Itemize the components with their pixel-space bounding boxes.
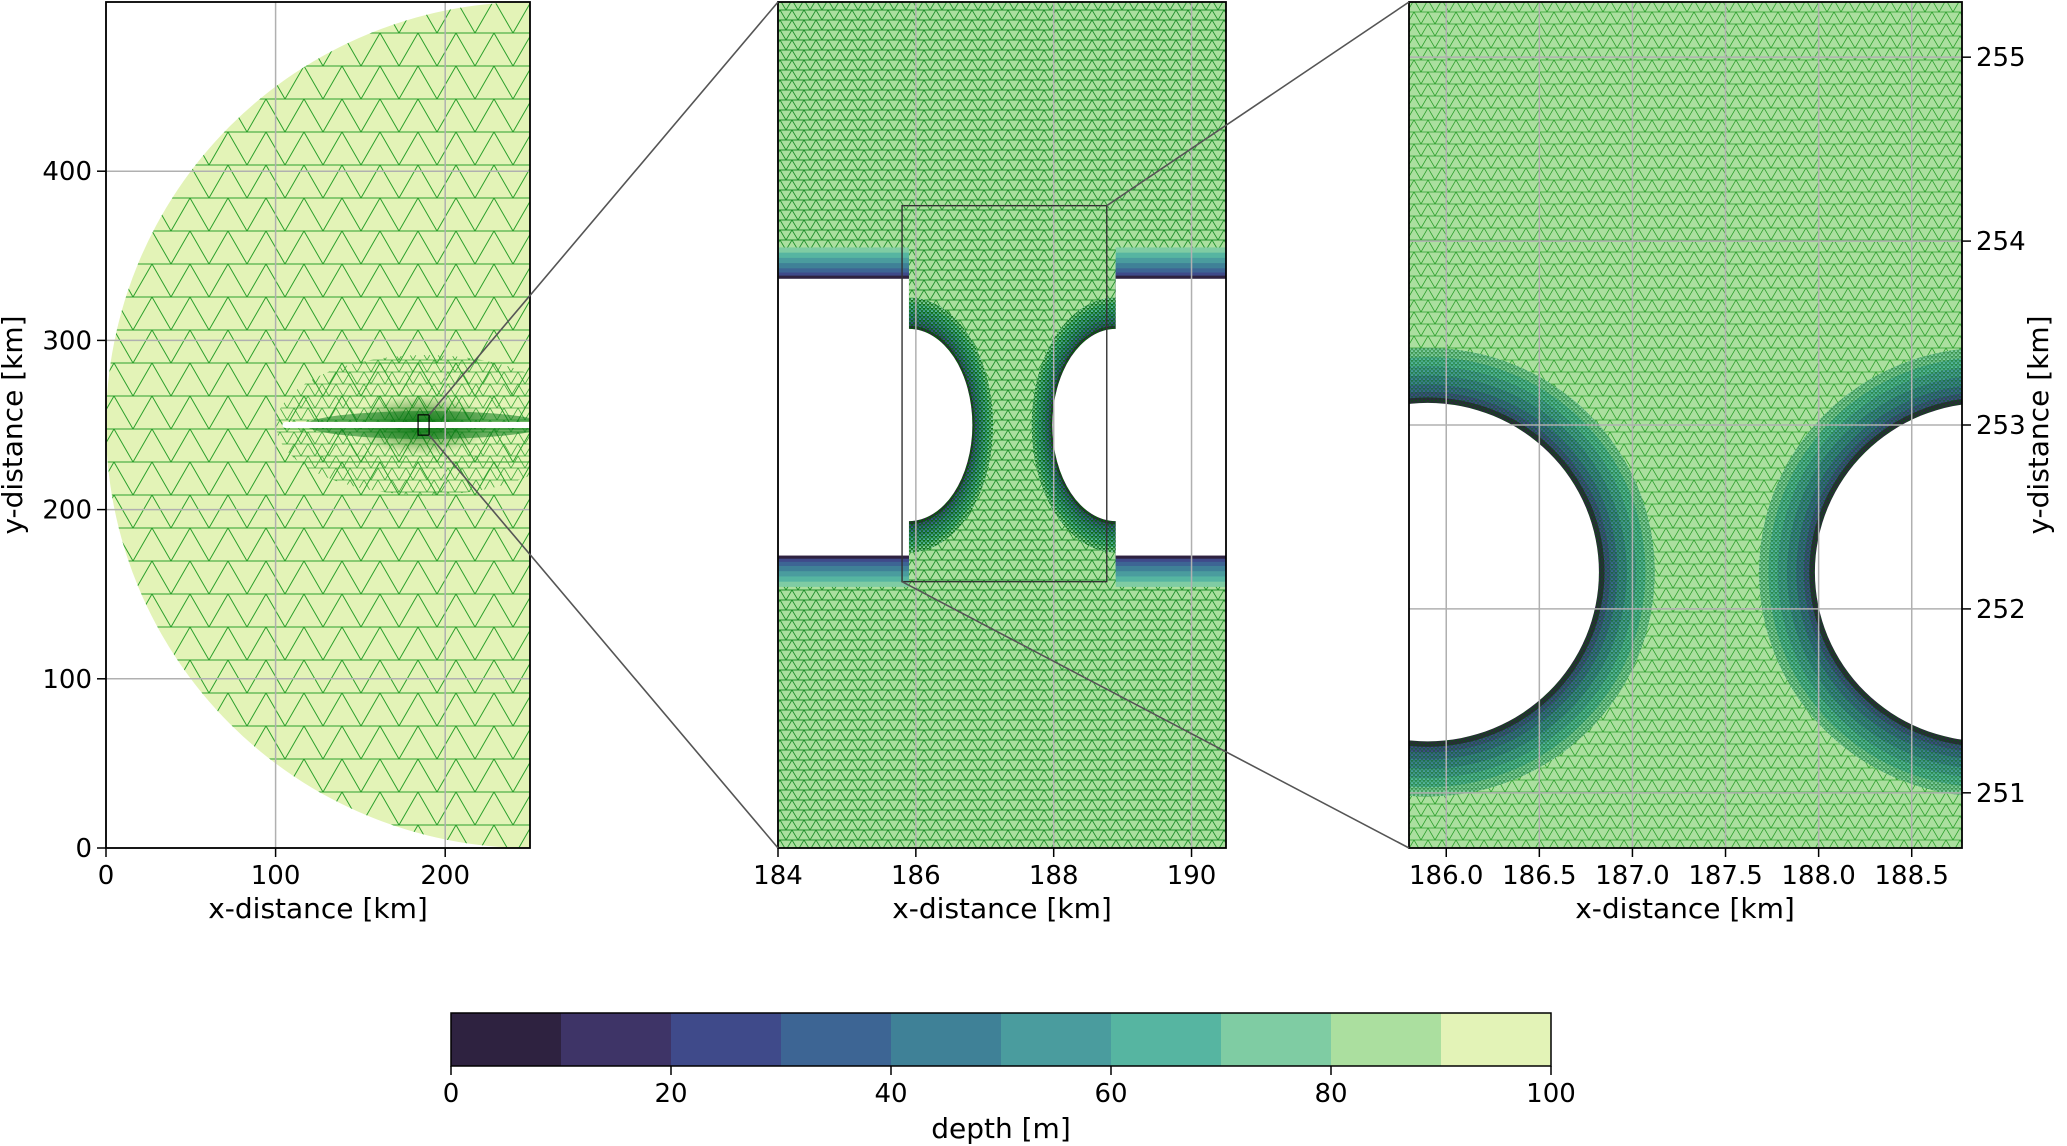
colorbar-tick-label: 20 xyxy=(654,1079,687,1109)
x-tick-label: 184 xyxy=(753,861,803,891)
right-xlabel: x-distance [km] xyxy=(1575,892,1795,925)
y-tick-label: 100 xyxy=(42,665,92,695)
x-tick-label: 100 xyxy=(251,861,301,891)
colorbar: 0 20 40 60 80 100 xyxy=(443,1012,1576,1109)
x-tick-label: 188.5 xyxy=(1875,861,1949,891)
y-tick-label: 0 xyxy=(75,834,92,864)
zoom-connector-lines xyxy=(417,1,1410,849)
colorbar-tick-label: 60 xyxy=(1094,1079,1127,1109)
y-tick-label: 254 xyxy=(1976,227,2026,257)
panel-right: 186.0 186.5 187.0 187.5 188.0 188.5 251 252 253 2… xyxy=(1408,1,2026,891)
x-tick-label: 188.0 xyxy=(1781,861,1855,891)
colorbar-segment xyxy=(781,1013,892,1066)
x-tick-label: 186.5 xyxy=(1502,861,1576,891)
slit-barrier xyxy=(282,422,530,428)
colorbar-segment xyxy=(1331,1013,1442,1066)
x-tick-label: 186 xyxy=(891,861,941,891)
island-land xyxy=(1814,404,1962,740)
island-land xyxy=(1052,328,1180,522)
colorbar-segment xyxy=(671,1013,782,1066)
right-ylabel: y-distance [km] xyxy=(2022,315,2055,534)
island-land xyxy=(1409,402,1599,742)
colorbar-tick-label: 80 xyxy=(1314,1079,1347,1109)
x-tick-label: 188 xyxy=(1029,861,1079,891)
colorbar-segment xyxy=(1441,1013,1552,1066)
panel-middle: 184 186 188 190 xyxy=(753,1,1227,891)
panel-left: 0 100 200 0 100 200 300 400 xyxy=(42,1,531,891)
colorbar-segment xyxy=(451,1013,562,1066)
zoom-box-middle xyxy=(901,204,1108,583)
x-tick-label: 187.0 xyxy=(1595,861,1669,891)
y-tick-label: 300 xyxy=(42,326,92,356)
colorbar-segment xyxy=(1221,1013,1332,1066)
axes-frame xyxy=(105,1,531,849)
y-tick-label: 251 xyxy=(1976,779,2026,809)
x-tick-label: 200 xyxy=(420,861,470,891)
zoom-connector xyxy=(428,1,779,416)
middle-xlabel: x-distance [km] xyxy=(892,892,1112,925)
colorbar-segment xyxy=(891,1013,1002,1066)
x-tick-label: 186.0 xyxy=(1409,861,1483,891)
zoom-box-left xyxy=(417,414,430,436)
axes-frame xyxy=(777,1,1227,849)
zoom-connector xyxy=(1106,1,1410,207)
colorbar-tick-label: 0 xyxy=(443,1079,460,1109)
y-tick-label: 252 xyxy=(1976,595,2026,625)
x-tick-label: 0 xyxy=(98,861,115,891)
y-tick-label: 200 xyxy=(42,496,92,526)
colorbar-tick-label: 40 xyxy=(874,1079,907,1109)
x-tick-label: 187.5 xyxy=(1688,861,1762,891)
zoom-connector xyxy=(428,434,779,849)
x-tick-label: 190 xyxy=(1167,861,1217,891)
y-tick-label: 255 xyxy=(1976,43,2026,73)
colorbar-segment xyxy=(1001,1013,1112,1066)
zoom-connector xyxy=(901,580,1410,849)
colorbar-label: depth [m] xyxy=(931,1112,1071,1145)
colorbar-segment xyxy=(1111,1013,1222,1066)
island-land xyxy=(845,328,973,522)
left-xlabel: x-distance [km] xyxy=(208,892,428,925)
colorbar-frame xyxy=(450,1012,1552,1067)
axes-frame xyxy=(1408,1,1963,849)
left-ylabel: y-distance [km] xyxy=(0,315,29,534)
colorbar-tick-label: 100 xyxy=(1526,1079,1576,1109)
colorbar-segment xyxy=(561,1013,672,1066)
y-tick-label: 253 xyxy=(1976,411,2026,441)
y-tick-label: 400 xyxy=(42,157,92,187)
